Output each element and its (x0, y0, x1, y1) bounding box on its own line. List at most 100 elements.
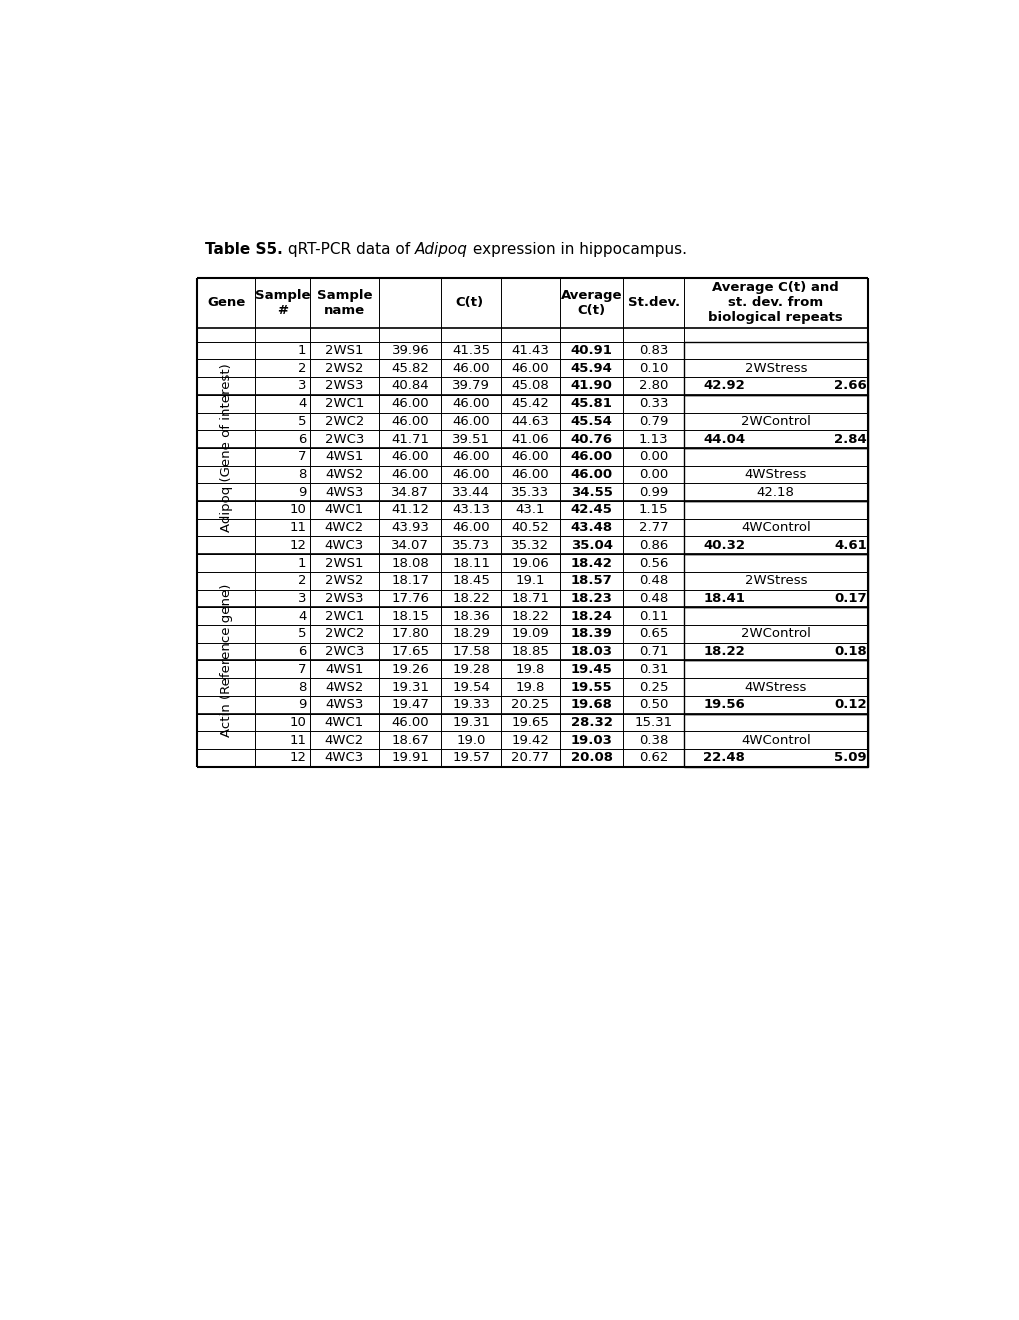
Text: 4WS1: 4WS1 (325, 450, 364, 463)
Text: 46.00: 46.00 (452, 450, 489, 463)
Bar (684, 660, 867, 714)
Text: 4: 4 (298, 610, 307, 623)
Text: 40.91: 40.91 (571, 345, 612, 356)
Text: 0.71: 0.71 (638, 645, 667, 659)
Text: 4WS1: 4WS1 (325, 663, 364, 676)
Text: Adipoq: Adipoq (415, 242, 467, 256)
Text: 4WC3: 4WC3 (325, 751, 364, 764)
Text: 0.11: 0.11 (638, 610, 667, 623)
Text: 18.11: 18.11 (451, 557, 490, 569)
Text: 35.33: 35.33 (511, 486, 549, 499)
Text: 19.91: 19.91 (391, 751, 429, 764)
Text: 41.71: 41.71 (391, 433, 429, 446)
Text: 18.36: 18.36 (451, 610, 490, 623)
Text: 1.13: 1.13 (638, 433, 667, 446)
Text: 46.00: 46.00 (452, 521, 489, 535)
Text: 4: 4 (298, 397, 307, 411)
Text: 41.43: 41.43 (512, 345, 549, 356)
Text: 8: 8 (298, 469, 307, 480)
Text: 2WC2: 2WC2 (324, 627, 364, 640)
Text: 19.1: 19.1 (516, 574, 545, 587)
Text: 1.15: 1.15 (638, 503, 667, 516)
Text: 8: 8 (298, 681, 307, 693)
Text: Gene: Gene (207, 296, 246, 309)
Text: 10: 10 (289, 715, 307, 729)
Text: 2.84: 2.84 (834, 433, 866, 446)
Text: 18.67: 18.67 (391, 734, 429, 747)
Text: 4WControl: 4WControl (740, 734, 810, 747)
Text: 3: 3 (298, 379, 307, 392)
Text: 2WC3: 2WC3 (324, 433, 364, 446)
Text: 22.48: 22.48 (703, 751, 745, 764)
Bar (684, 714, 867, 767)
Text: Adipoq (Gene of interest): Adipoq (Gene of interest) (220, 363, 232, 532)
Text: qRT-PCR data of: qRT-PCR data of (282, 242, 415, 256)
Text: 42.18: 42.18 (756, 486, 794, 499)
Text: 19.54: 19.54 (451, 681, 490, 693)
Text: St.dev.: St.dev. (627, 296, 679, 309)
Text: 19.8: 19.8 (516, 663, 544, 676)
Text: 18.08: 18.08 (391, 557, 429, 569)
Text: 46.00: 46.00 (452, 414, 489, 428)
Text: 18.03: 18.03 (571, 645, 612, 659)
Text: 18.29: 18.29 (451, 627, 490, 640)
Text: 43.13: 43.13 (451, 503, 490, 516)
Text: 17.58: 17.58 (451, 645, 490, 659)
Text: 41.12: 41.12 (391, 503, 429, 516)
Text: 46.00: 46.00 (512, 450, 549, 463)
Text: 2WC3: 2WC3 (324, 645, 364, 659)
Text: 18.85: 18.85 (512, 645, 549, 659)
Text: 19.26: 19.26 (391, 663, 429, 676)
Text: 19.56: 19.56 (703, 698, 745, 711)
Text: 35.73: 35.73 (451, 539, 490, 552)
Text: 2.80: 2.80 (639, 379, 667, 392)
Text: 4WS2: 4WS2 (325, 681, 364, 693)
Text: 0.48: 0.48 (639, 574, 667, 587)
Text: 19.28: 19.28 (451, 663, 490, 676)
Text: 0.79: 0.79 (639, 414, 667, 428)
Text: 2WS3: 2WS3 (325, 379, 364, 392)
Text: 0.99: 0.99 (639, 486, 667, 499)
Text: 44.63: 44.63 (512, 414, 549, 428)
Text: 12: 12 (289, 751, 307, 764)
Text: 39.51: 39.51 (451, 433, 490, 446)
Text: 0.38: 0.38 (639, 734, 667, 747)
Text: 0.00: 0.00 (639, 469, 667, 480)
Text: 40.52: 40.52 (512, 521, 549, 535)
Text: 4WC1: 4WC1 (325, 503, 364, 516)
Text: 34.87: 34.87 (391, 486, 429, 499)
Bar (684, 395, 867, 447)
Text: 3: 3 (298, 591, 307, 605)
Text: 39.79: 39.79 (451, 379, 490, 392)
Text: 18.39: 18.39 (571, 627, 612, 640)
Text: 45.94: 45.94 (571, 362, 612, 375)
Text: 19.47: 19.47 (391, 698, 429, 711)
Text: 45.42: 45.42 (512, 397, 549, 411)
Text: 34.55: 34.55 (571, 486, 612, 499)
Text: 45.81: 45.81 (571, 397, 612, 411)
Text: 41.06: 41.06 (512, 433, 549, 446)
Text: 6: 6 (298, 433, 307, 446)
Text: 7: 7 (298, 450, 307, 463)
Text: 18.45: 18.45 (451, 574, 490, 587)
Text: 19.68: 19.68 (571, 698, 612, 711)
Text: 46.00: 46.00 (512, 362, 549, 375)
Text: 7: 7 (298, 663, 307, 676)
Text: 0.48: 0.48 (639, 591, 667, 605)
Text: 18.23: 18.23 (571, 591, 612, 605)
Text: 0.86: 0.86 (639, 539, 667, 552)
Text: 15.31: 15.31 (634, 715, 673, 729)
Text: 9: 9 (298, 486, 307, 499)
Text: 4WC1: 4WC1 (325, 715, 364, 729)
Text: 18.24: 18.24 (571, 610, 612, 623)
Text: 19.45: 19.45 (571, 663, 612, 676)
Text: 2WC1: 2WC1 (324, 610, 364, 623)
Text: Table S5.: Table S5. (205, 242, 282, 256)
Text: 11: 11 (289, 734, 307, 747)
Text: 46.00: 46.00 (391, 715, 429, 729)
Text: 34.07: 34.07 (391, 539, 429, 552)
Text: 17.80: 17.80 (391, 627, 429, 640)
Text: 11: 11 (289, 521, 307, 535)
Text: 39.96: 39.96 (391, 345, 429, 356)
Text: 41.90: 41.90 (571, 379, 612, 392)
